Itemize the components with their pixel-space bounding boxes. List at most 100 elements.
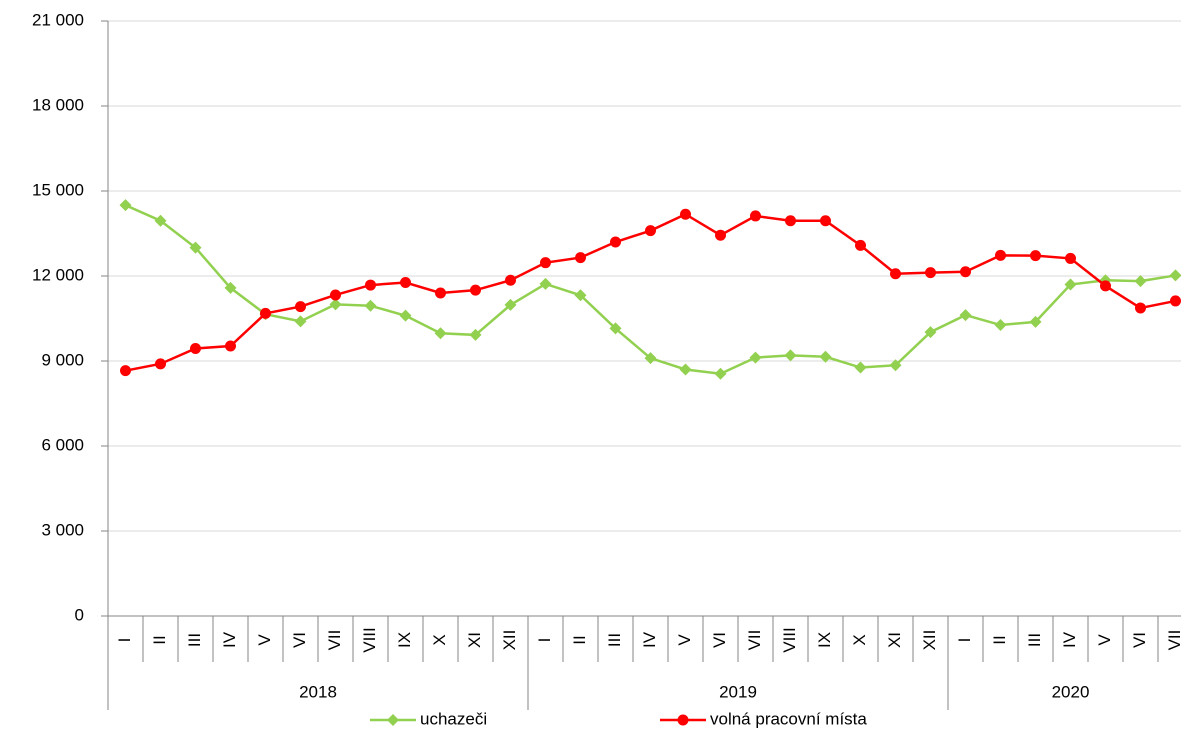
data-point <box>820 215 831 227</box>
data-point <box>154 214 167 227</box>
legend-marker <box>387 714 399 726</box>
data-point <box>644 352 657 365</box>
y-tick-label: 9 000 <box>41 350 84 369</box>
data-point <box>749 351 762 364</box>
data-point <box>574 289 587 302</box>
data-point <box>855 239 866 251</box>
x-tick-label: XII <box>920 630 939 651</box>
data-point <box>189 241 202 254</box>
data-point <box>889 359 902 372</box>
x-tick-label: IV <box>1060 631 1079 648</box>
data-point <box>364 299 377 312</box>
x-tick-label: IX <box>815 632 834 648</box>
data-point <box>714 367 727 380</box>
y-tick-label: 6 000 <box>41 435 84 454</box>
x-tick-label: III <box>1025 633 1044 647</box>
data-point <box>679 363 692 376</box>
data-point <box>1134 275 1147 288</box>
data-point <box>1064 278 1077 291</box>
x-group-label: 2019 <box>719 682 757 701</box>
x-tick-label: I <box>955 638 974 643</box>
x-group-label: 2020 <box>1052 682 1090 701</box>
data-point <box>994 319 1007 332</box>
x-tick-label: X <box>850 634 869 645</box>
x-tick-label: V <box>1095 634 1114 646</box>
data-point <box>609 322 622 335</box>
x-tick-label: IV <box>220 631 239 648</box>
data-point <box>785 215 796 227</box>
x-tick-label: I <box>115 638 134 643</box>
x-tick-label: II <box>570 635 589 644</box>
data-point <box>224 281 237 294</box>
data-point <box>924 326 937 339</box>
x-tick-label: VII <box>745 630 764 651</box>
x-tick-label: VI <box>290 632 309 648</box>
data-point <box>505 274 516 286</box>
data-point <box>959 309 972 322</box>
x-tick-label: V <box>255 634 274 646</box>
x-tick-label: XI <box>885 632 904 648</box>
data-point <box>119 199 132 212</box>
x-tick-label: VII <box>1165 630 1181 651</box>
data-point <box>225 340 236 352</box>
data-point <box>715 229 726 241</box>
data-point <box>575 252 586 264</box>
legend-marker <box>677 714 689 726</box>
data-point <box>784 349 797 362</box>
data-point <box>120 365 131 377</box>
y-tick-label: 21 000 <box>32 10 84 29</box>
x-tick-label: I <box>535 638 554 643</box>
legend-label: uchazeči <box>420 709 487 728</box>
x-tick-label: XII <box>500 630 519 651</box>
data-point <box>295 301 306 313</box>
data-point <box>1065 252 1076 264</box>
x-tick-label: II <box>990 635 1009 644</box>
x-group-label: 2018 <box>299 682 337 701</box>
data-point <box>680 208 691 220</box>
data-point <box>890 268 901 280</box>
data-point <box>750 210 761 222</box>
x-tick-label: V <box>675 634 694 646</box>
x-tick-label: VI <box>710 632 729 648</box>
x-tick-label: IX <box>395 632 414 648</box>
x-tick-label: XI <box>465 632 484 648</box>
y-tick-label: 12 000 <box>32 265 84 284</box>
data-point <box>190 343 201 355</box>
data-point <box>1135 302 1146 314</box>
legend-label: volná pracovní místa <box>710 709 867 728</box>
data-point <box>260 307 271 319</box>
x-tick-label: III <box>605 633 624 647</box>
data-point <box>155 358 166 370</box>
data-point <box>925 267 936 279</box>
data-point <box>365 279 376 291</box>
x-tick-label: II <box>150 635 169 644</box>
data-point <box>854 361 867 374</box>
x-tick-label: III <box>185 633 204 647</box>
x-tick-label: VIII <box>780 627 799 653</box>
data-point <box>399 309 412 322</box>
data-point <box>995 249 1006 261</box>
y-tick-label: 0 <box>75 605 84 624</box>
data-point <box>960 266 971 278</box>
data-point <box>294 315 307 328</box>
y-tick-label: 15 000 <box>32 180 84 199</box>
data-point <box>539 277 552 290</box>
data-point <box>1170 295 1181 307</box>
data-point <box>540 257 551 269</box>
data-point <box>329 298 342 311</box>
x-tick-label: VII <box>325 630 344 651</box>
data-point <box>819 350 832 363</box>
data-point <box>434 327 447 340</box>
x-tick-label: IV <box>640 631 659 648</box>
y-tick-label: 18 000 <box>32 95 84 114</box>
series-line <box>125 212 1176 372</box>
data-point <box>1169 269 1181 282</box>
x-tick-label: VIII <box>360 627 379 653</box>
data-point <box>610 236 621 248</box>
data-point <box>469 328 482 341</box>
x-tick-label: VI <box>1130 632 1149 648</box>
data-point <box>400 277 411 289</box>
data-point <box>435 287 446 299</box>
